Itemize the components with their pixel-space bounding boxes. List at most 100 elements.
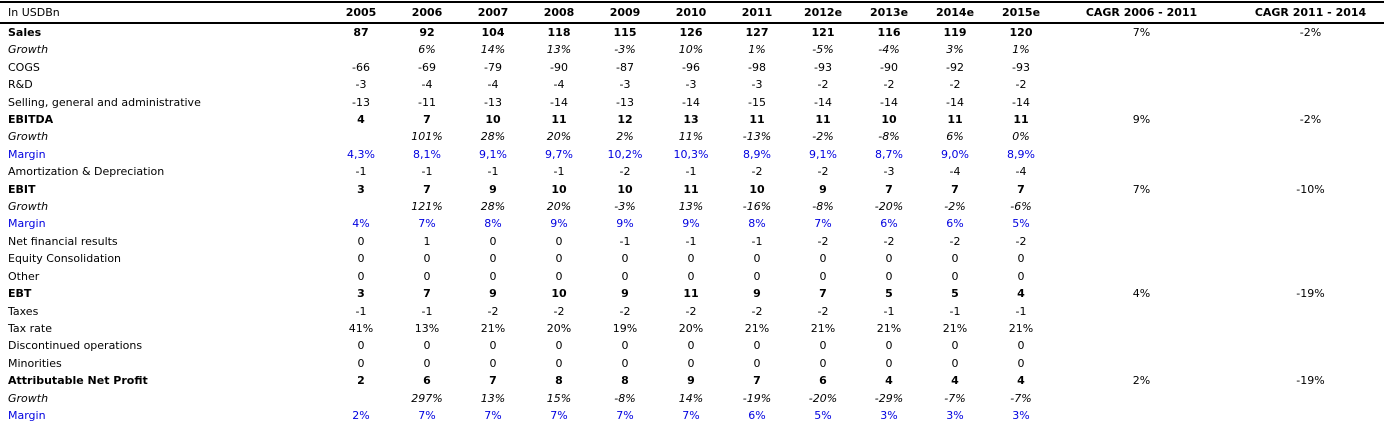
value-cell: -69 [418,60,436,74]
cagr-2006-2011-cell [1054,146,1229,163]
value-cell: 1 [423,234,431,248]
cagr-2011-2014-cell [1229,250,1384,267]
table-row: Growth 121% 28% 20% -3% 13% -16% -8% -20% -2% -6% [0,198,1384,215]
value-cell: 0 [687,269,695,283]
value-cell: 0 [357,356,365,370]
cagr-2006-2011-cell [1054,59,1229,76]
cagr-2006-2011-cell: 4% [1132,287,1151,301]
row-label: Growth [8,43,49,57]
value-cell: -13 [352,95,370,109]
row-label: Equity Consolidation [8,252,122,266]
value-cell [328,390,394,407]
value-cell: -87 [616,60,634,74]
row-label: Amortization & Depreciation [8,165,165,179]
value-cell: 5 [885,287,893,301]
year-header-2014e: 2014e [922,2,988,24]
value-cell: -1 [487,165,499,179]
value-cell: 87 [353,26,369,39]
cagr-2006-2011-cell [1054,233,1229,250]
value-cell: 297% [411,391,443,405]
value-cell: 0 [621,339,629,353]
value-cell: 9 [687,374,695,388]
value-cell: 0 [951,252,959,266]
value-cell: 115 [613,26,637,39]
row-label: Growth [8,130,49,144]
value-cell: 6% [748,408,766,422]
value-cell: -6% [1010,200,1032,214]
value-cell: -14 [550,95,568,109]
value-cell: 11 [683,287,699,301]
value-cell: 116 [877,26,901,39]
cagr-2006-2011-cell: 7% [1132,182,1151,196]
value-cell: 0 [555,356,563,370]
value-cell: -90 [880,60,898,74]
value-cell: -1 [355,165,367,179]
value-cell: -16% [742,200,772,214]
cagr-2011-2014-cell [1229,59,1384,76]
value-cell: -3% [614,43,636,57]
year-header-2009: 2009 [592,2,658,24]
value-cell: 126 [679,26,703,39]
value-cell: -14 [682,95,700,109]
row-label: Attributable Net Profit [8,374,148,388]
value-cell: 0 [819,252,827,266]
table-row: Growth 101% 28% 20% 2% 11% -13% -2% -8% 6% 0% [0,128,1384,145]
value-cell: 7 [423,182,431,196]
value-cell: 10 [617,182,633,196]
value-cell: -4 [949,165,961,179]
value-cell: 21% [480,321,506,335]
cagr-2011-2014-cell [1229,337,1384,354]
table-row: R&D -3 -4 -4 -4 -3 -3 -3 -2 -2 -2 -2 [0,76,1384,93]
value-cell: 127 [745,26,769,39]
value-cell: 0 [1017,339,1025,353]
value-cell: -2 [619,165,631,179]
year-header-2005: 2005 [328,2,394,24]
value-cell: 11 [815,113,831,127]
table-row: Growth 297% 13% 15% -8% 14% -19% -20% -29% -7% -7% [0,390,1384,407]
value-cell: 2 [357,374,365,388]
value-cell: -2 [751,165,763,179]
value-cell: -14 [946,95,964,109]
cagr-2006-2011-cell: 2% [1132,374,1151,388]
value-cell: 13% [546,43,572,57]
value-cell: 11 [947,113,963,127]
value-cell: 0 [621,269,629,283]
value-cell: 7 [819,287,827,301]
value-cell: 7% [814,217,832,231]
value-cell: 14% [678,391,704,405]
value-cell: -1 [421,304,433,318]
value-cell: 7 [489,374,497,388]
value-cell: 4,3% [347,147,375,161]
value-cell: -5% [812,43,834,57]
value-cell: -3 [751,78,763,92]
value-cell: 119 [943,26,967,39]
value-cell: -2 [949,78,961,92]
cagr-header-2006-2011: CAGR 2006 - 2011 [1054,2,1229,24]
value-cell: 0 [819,269,827,283]
value-cell: 7% [682,408,700,422]
value-cell: -8% [878,130,900,144]
cagr-2006-2011-cell [1054,407,1229,424]
value-cell: -98 [748,60,766,74]
value-cell: 0 [753,356,761,370]
year-header-2008: 2008 [526,2,592,24]
value-cell: -3 [883,165,895,179]
value-cell: 9,1% [479,147,507,161]
value-cell: 21% [810,321,836,335]
cagr-2011-2014-cell [1229,355,1384,372]
table-row: Margin 4% 7% 8% 9% 9% 9% 8% 7% 6% 6% 5% [0,215,1384,232]
value-cell: 1% [748,43,766,57]
value-cell: -2% [812,130,834,144]
value-cell: 118 [547,26,571,39]
row-label: Margin [8,147,46,161]
value-cell: 14% [480,43,506,57]
row-label: Sales [8,26,42,39]
value-cell: 20% [546,130,572,144]
value-cell: 4% [352,217,370,231]
value-cell: 3% [880,408,898,422]
value-cell: 8% [484,217,502,231]
value-cell: 8% [748,217,766,231]
value-cell: -4% [878,43,900,57]
value-cell: -93 [814,60,832,74]
value-cell: 0 [423,356,431,370]
